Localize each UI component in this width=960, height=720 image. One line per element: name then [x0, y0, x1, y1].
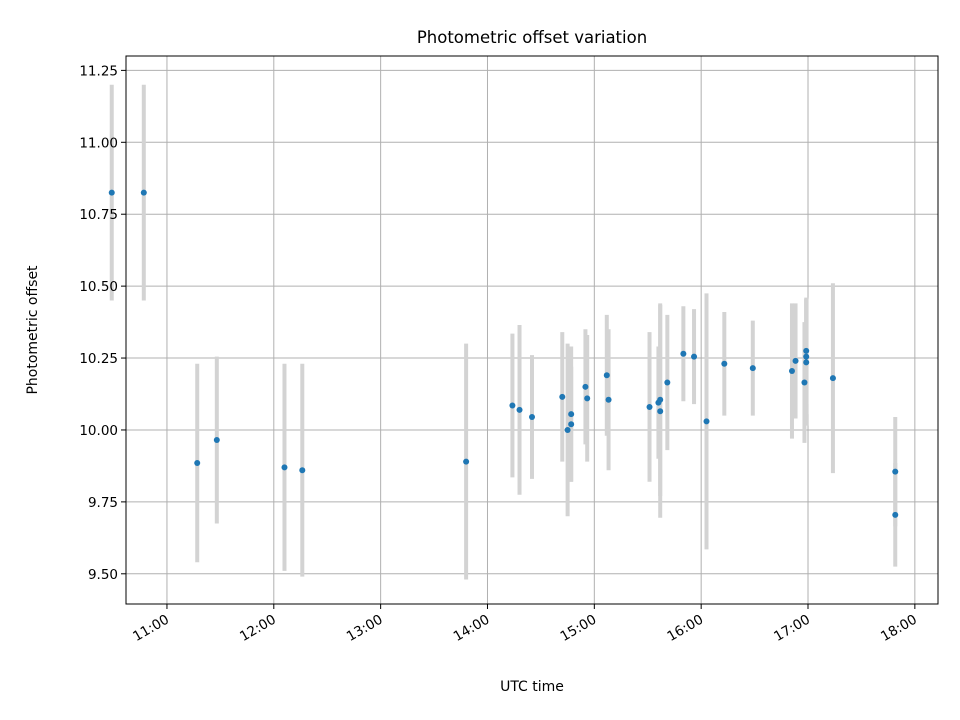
- y-axis-ticks: 9.50 9.75 10.00 10.25 10.50 10.75 11.00 11.25: [79, 63, 126, 583]
- data-point: [463, 458, 470, 465]
- data-point: [281, 464, 288, 471]
- data-points: [108, 189, 899, 518]
- data-point: [582, 383, 589, 390]
- data-point: [892, 511, 899, 518]
- data-point: [509, 402, 516, 409]
- data-point: [568, 411, 575, 418]
- data-point: [646, 403, 653, 410]
- data-point: [516, 406, 523, 413]
- data-point: [657, 408, 664, 415]
- data-point: [803, 353, 810, 360]
- y-tick-label: 10.00: [79, 423, 118, 439]
- data-point: [703, 418, 710, 425]
- data-point: [829, 375, 836, 382]
- data-point: [792, 357, 799, 364]
- data-point: [213, 437, 220, 444]
- y-tick-label: 10.50: [79, 279, 118, 295]
- y-tick-label: 9.75: [88, 495, 118, 511]
- data-point: [657, 396, 664, 403]
- y-tick-label: 10.75: [79, 207, 118, 223]
- y-tick-label: 10.25: [79, 351, 118, 367]
- data-point: [584, 395, 591, 402]
- data-point: [803, 359, 810, 366]
- x-axis-label: UTC time: [500, 679, 564, 695]
- data-point: [664, 379, 671, 386]
- plot-frame: [125, 55, 939, 605]
- y-tick-label: 9.50: [88, 567, 118, 583]
- data-point: [140, 189, 147, 196]
- data-point: [299, 467, 306, 474]
- data-point: [801, 379, 808, 386]
- data-point: [568, 421, 575, 428]
- data-point: [529, 414, 535, 421]
- data-point: [559, 393, 566, 400]
- y-tick-label: 11.00: [79, 135, 118, 151]
- y-tick-label: 11.25: [79, 63, 118, 79]
- data-point: [721, 360, 728, 367]
- chart-title: Photometric offset variation: [417, 28, 647, 47]
- data-point: [691, 353, 698, 360]
- data-point: [803, 347, 810, 354]
- data-point: [564, 426, 571, 433]
- data-point: [108, 189, 115, 196]
- data-point: [749, 365, 756, 372]
- data-point: [788, 367, 795, 374]
- data-point: [605, 396, 612, 403]
- y-axis-label: Photometric offset: [25, 265, 41, 395]
- data-point: [603, 372, 610, 379]
- data-point: [194, 460, 201, 467]
- data-point: [680, 350, 687, 357]
- data-point: [892, 468, 899, 475]
